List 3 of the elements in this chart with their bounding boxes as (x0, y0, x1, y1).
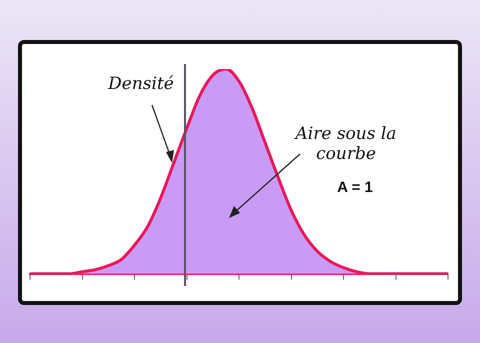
annotation: Densité (106, 74, 175, 94)
annotation: A = 1 (336, 178, 374, 198)
annotation: Aire sous la courbe (293, 124, 398, 164)
